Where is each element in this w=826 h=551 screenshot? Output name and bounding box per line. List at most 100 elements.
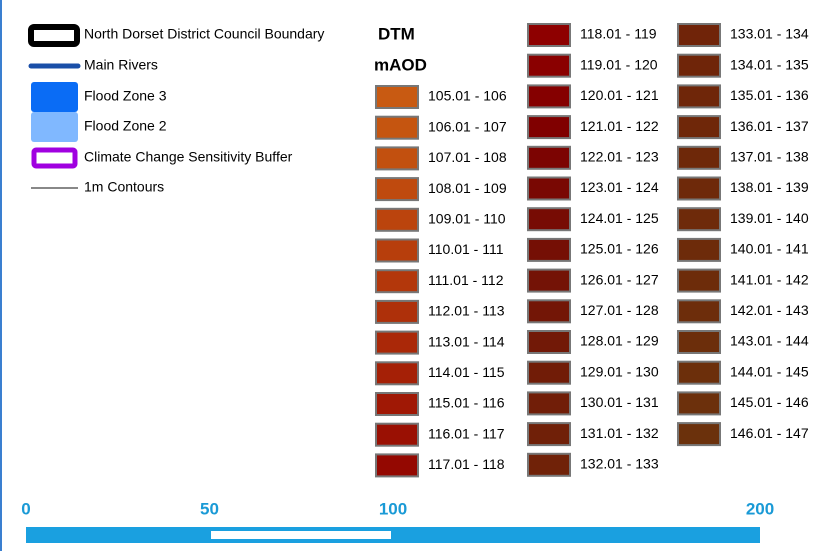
ramp-label: 112.01 - 113 bbox=[428, 303, 505, 319]
ramp-label: 105.01 - 106 bbox=[428, 88, 507, 104]
ramp-swatch bbox=[527, 422, 571, 447]
ramp-swatch bbox=[375, 330, 419, 355]
ramp-swatch bbox=[677, 391, 721, 416]
dtm-title: DTM bbox=[378, 24, 415, 43]
ramp-swatch bbox=[527, 237, 571, 262]
ramp-label: 108.01 - 109 bbox=[428, 180, 507, 196]
scale-label: 100 bbox=[379, 499, 407, 518]
ramp-swatch bbox=[677, 268, 721, 293]
ramp-swatch bbox=[527, 207, 571, 232]
ramp-swatch bbox=[375, 207, 419, 232]
ramp-swatch bbox=[677, 145, 721, 170]
ramp-swatch bbox=[677, 115, 721, 140]
legend-label: Flood Zone 3 bbox=[84, 88, 167, 104]
legend-label: North Dorset District Council Boundary bbox=[84, 26, 324, 42]
ramp-label: 110.01 - 111 bbox=[428, 241, 504, 257]
ramp-label: 133.01 - 134 bbox=[730, 26, 809, 42]
ramp-label: 121.01 - 122 bbox=[580, 118, 659, 134]
ramp-swatch bbox=[677, 176, 721, 201]
ramp-label: 144.01 - 145 bbox=[730, 363, 809, 379]
ramp-swatch bbox=[527, 268, 571, 293]
ramp-swatch bbox=[677, 237, 721, 262]
ramp-swatch bbox=[375, 422, 419, 447]
legend-label: Main Rivers bbox=[84, 57, 158, 73]
ramp-swatch bbox=[677, 360, 721, 385]
ramp-label: 114.01 - 115 bbox=[428, 364, 505, 380]
ramp-swatch bbox=[375, 392, 419, 416]
scale-bar-gap bbox=[211, 531, 391, 539]
ramp-swatch bbox=[375, 115, 419, 140]
frame-edge bbox=[0, 0, 2, 551]
ramp-label: 126.01 - 127 bbox=[580, 271, 659, 287]
ramp-swatch bbox=[527, 299, 571, 324]
legend-label: Flood Zone 2 bbox=[84, 118, 167, 134]
ramp-swatch bbox=[677, 23, 721, 47]
ramp-swatch bbox=[527, 391, 571, 416]
ramp-swatch bbox=[527, 23, 571, 47]
ramp-label: 139.01 - 140 bbox=[730, 210, 809, 226]
ramp-swatch bbox=[527, 452, 571, 477]
ramp-swatch bbox=[527, 115, 571, 140]
ramp-swatch bbox=[375, 238, 419, 263]
ramp-swatch bbox=[527, 145, 571, 170]
ramp-swatch bbox=[375, 299, 419, 324]
fz2-swatch bbox=[31, 112, 78, 142]
ramp-swatch bbox=[375, 177, 419, 202]
ramp-label: 136.01 - 137 bbox=[730, 118, 809, 134]
ramp-label: 145.01 - 146 bbox=[730, 394, 809, 410]
ramp-swatch bbox=[677, 207, 721, 232]
ramp-label: 113.01 - 114 bbox=[428, 333, 505, 349]
ramp-swatch bbox=[375, 85, 419, 109]
ramp-label: 146.01 - 147 bbox=[730, 425, 809, 441]
scale-label: 200 bbox=[746, 499, 774, 518]
ramp-label: 143.01 - 144 bbox=[730, 333, 809, 349]
ramp-label: 142.01 - 143 bbox=[730, 302, 809, 318]
legend-label: Climate Change Sensitivity Buffer bbox=[84, 149, 293, 165]
ramp-swatch bbox=[375, 146, 419, 171]
ramp-label: 141.01 - 142 bbox=[730, 271, 809, 287]
ramp-label: 118.01 - 119 bbox=[580, 26, 657, 42]
ramp-label: 122.01 - 123 bbox=[580, 149, 659, 165]
ramp-swatch bbox=[527, 84, 571, 109]
ramp-label: 107.01 - 108 bbox=[428, 149, 507, 165]
ramp-swatch bbox=[677, 330, 721, 354]
ramp-swatch bbox=[527, 360, 571, 385]
ramp-swatch bbox=[677, 299, 721, 324]
ramp-label: 115.01 - 116 bbox=[428, 395, 505, 411]
ramp-swatch bbox=[677, 422, 721, 447]
scale-bar bbox=[26, 527, 760, 543]
ramp-label: 134.01 - 135 bbox=[730, 56, 809, 72]
ramp-label: 137.01 - 138 bbox=[730, 149, 809, 165]
ramp-label: 111.01 - 112 bbox=[428, 272, 504, 288]
ramp-swatch bbox=[375, 453, 419, 478]
scale-label: 0 bbox=[21, 499, 30, 518]
ramp-label: 116.01 - 117 bbox=[428, 425, 505, 441]
ramp-label: 130.01 - 131 bbox=[580, 394, 659, 410]
ramp-swatch bbox=[527, 176, 571, 201]
ramp-label: 123.01 - 124 bbox=[580, 179, 659, 195]
ramp-label: 138.01 - 139 bbox=[730, 179, 809, 195]
ramp-swatch bbox=[677, 84, 721, 109]
ramp-label: 131.01 - 132 bbox=[580, 425, 659, 441]
ramp-swatch bbox=[677, 53, 721, 78]
ramp-label: 140.01 - 141 bbox=[730, 241, 809, 257]
ramp-swatch bbox=[527, 330, 571, 354]
ramp-label: 109.01 - 110 bbox=[428, 211, 506, 227]
fz3-swatch bbox=[31, 82, 78, 112]
ramp-label: 125.01 - 126 bbox=[580, 241, 659, 257]
buffer-swatch bbox=[31, 147, 78, 169]
ramp-swatch bbox=[375, 361, 419, 386]
ramp-swatch bbox=[527, 53, 571, 78]
dtm-unit: mAOD bbox=[374, 55, 427, 74]
ramp-label: 117.01 - 118 bbox=[428, 456, 505, 472]
ramp-label: 106.01 - 107 bbox=[428, 118, 507, 134]
ramp-label: 129.01 - 130 bbox=[580, 363, 659, 379]
ramp-label: 127.01 - 128 bbox=[580, 302, 659, 318]
ramp-label: 128.01 - 129 bbox=[580, 333, 659, 349]
ramp-label: 120.01 - 121 bbox=[580, 87, 659, 103]
ramp-label: 124.01 - 125 bbox=[580, 210, 659, 226]
legend-label: 1m Contours bbox=[84, 179, 164, 195]
ramp-label: 132.01 - 133 bbox=[580, 456, 659, 472]
ramp-label: 119.01 - 120 bbox=[580, 56, 658, 72]
